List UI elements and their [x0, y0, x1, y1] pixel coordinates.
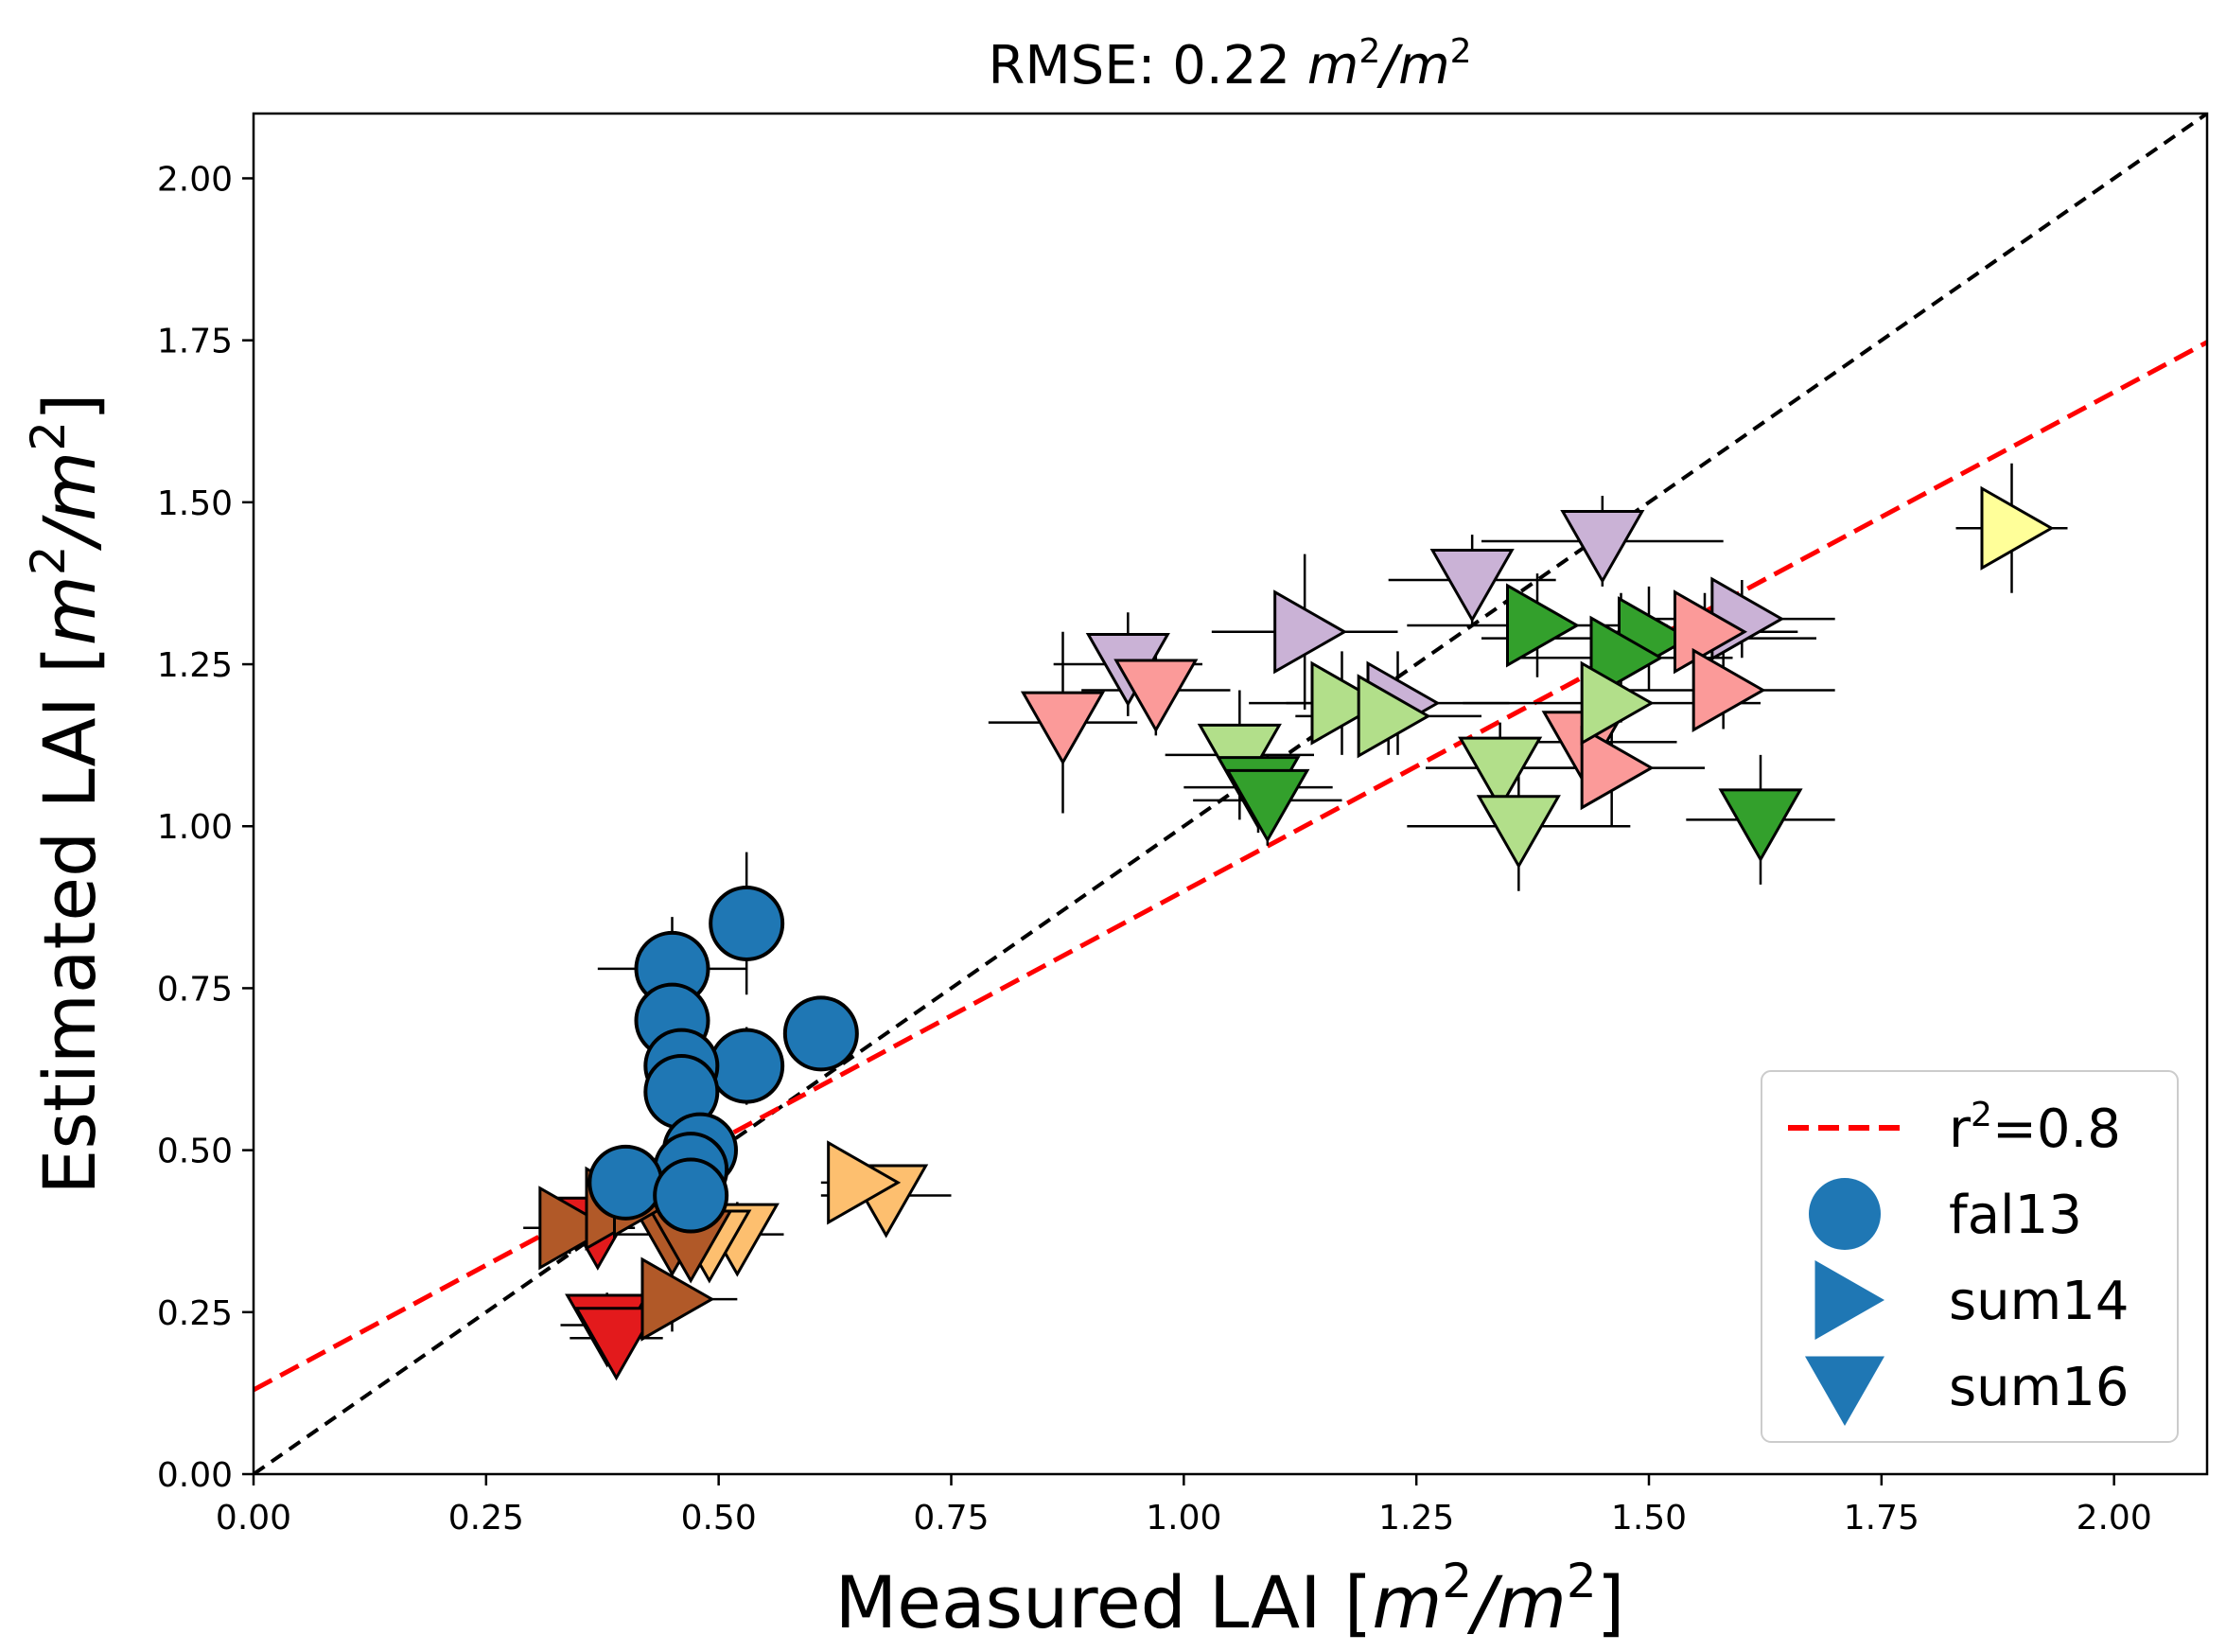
y-label-unit-exp2: 2 [21, 421, 76, 451]
data-point-sum16 [1560, 509, 1645, 584]
data-point-sum16 [1718, 788, 1803, 863]
data-point-sum16 [1020, 691, 1106, 765]
legend-label-sum16: sum16 [1949, 1357, 2129, 1418]
data-point-fal13 [587, 1144, 664, 1221]
y-label-unit-den: m [27, 451, 112, 521]
x-tick-label: 1.25 [1378, 1499, 1454, 1538]
data-point-sum14 [1357, 674, 1431, 759]
data-point-sum14 [1580, 726, 1655, 811]
x-tick-label: 0.25 [448, 1499, 524, 1538]
data-point-sum16 [1225, 768, 1310, 843]
data-point-fal13 [653, 1157, 729, 1234]
legend-marker-sum14 [1814, 1260, 1884, 1340]
x-label-unit-exp2: 2 [1567, 1554, 1597, 1608]
y-tick-label: 1.00 [157, 808, 233, 847]
x-label-unit-exp: 2 [1442, 1554, 1472, 1608]
data-point-sum14 [1580, 660, 1655, 746]
data-point-sum14 [1506, 583, 1581, 668]
data-point-fal13 [709, 885, 785, 961]
x-tick-label: 0.50 [681, 1499, 757, 1538]
y-label-suffix: ] [27, 393, 112, 421]
legend-markers [1805, 1178, 1884, 1426]
data-point-sum14 [1980, 485, 2055, 571]
data-point-sum16 [1458, 736, 1543, 811]
title-unit-exp: 2 [1358, 32, 1380, 71]
y-label-prefix: Estimated LAI [ [27, 645, 112, 1194]
legend-label-fal13: fal13 [1949, 1185, 2082, 1246]
y-tick-label: 1.50 [157, 484, 233, 523]
y-tick-label: 0.75 [157, 970, 233, 1009]
x-tick-label: 1.75 [1844, 1499, 1919, 1538]
x-label-unit-num: m [1372, 1560, 1442, 1644]
plot-frame [252, 112, 2209, 1476]
x-tick-label: 0.75 [913, 1499, 989, 1538]
x-label-unit-den: m [1497, 1560, 1567, 1644]
data-point-fal13 [782, 995, 859, 1072]
y-tick-label: 1.75 [157, 323, 233, 361]
y-tick-label: 0.00 [157, 1456, 233, 1495]
data-point-sum14 [827, 1140, 902, 1225]
legend-marker-fal13 [1809, 1178, 1881, 1250]
x-tick-label: 0.00 [216, 1499, 291, 1538]
y-tick-label: 2.00 [157, 160, 233, 199]
y-label-unit-num: m [27, 575, 112, 645]
x-axis-label: Measured LAI [m2/m2] [835, 1554, 1625, 1644]
chart-title: RMSE: 0.22 m2/m2 [988, 32, 1471, 97]
one-to-one-line [254, 114, 2207, 1474]
data-markers [538, 485, 2055, 1381]
tick-labels: 0.00 0.25 0.50 0.75 1.00 1.25 1.50 1.75 2.00 0.00… [157, 160, 2152, 1538]
legend: r2=0.8 fal13 sum14 sum16 [1761, 1070, 2179, 1443]
legend-fit-label: r2=0.8 [1949, 1096, 2121, 1160]
x-tick-label: 1.00 [1146, 1499, 1221, 1538]
data-point-sum14 [538, 1186, 613, 1271]
title-prefix: RMSE: 0.22 [988, 35, 1306, 97]
data-point-sum14 [1310, 660, 1385, 746]
data-point-sum14 [1691, 647, 1766, 733]
x-tick-label: 2.00 [2077, 1499, 2152, 1538]
data-point-sum14 [1273, 589, 1348, 675]
data-point-fal13 [709, 1028, 785, 1104]
legend-marker-sum16 [1805, 1356, 1884, 1426]
y-label-unit-exp: 2 [21, 545, 76, 575]
legend-box [1761, 1070, 2179, 1443]
data-point-sum14 [640, 1257, 715, 1342]
y-axis-label: Estimated LAI [m2/m2] [21, 393, 112, 1194]
y-tick-label: 0.50 [157, 1133, 233, 1171]
data-point-sum16 [1476, 795, 1561, 870]
title-unit-exp2: 2 [1450, 32, 1472, 71]
legend-label-sum14: sum14 [1949, 1271, 2129, 1332]
x-label-prefix: Measured LAI [ [835, 1560, 1373, 1644]
data-point-sum16 [1113, 659, 1199, 733]
title-unit-den: m [1398, 35, 1450, 97]
y-tick-label: 0.25 [157, 1294, 233, 1333]
data-point-sum16 [573, 1307, 659, 1381]
data-point-sum16 [1429, 549, 1515, 624]
x-label-suffix: ] [1597, 1560, 1625, 1644]
tick-marks [242, 177, 2115, 1485]
y-tick-label: 1.25 [157, 646, 233, 685]
title-unit-num: m [1307, 35, 1359, 97]
x-tick-label: 1.50 [1611, 1499, 1687, 1538]
